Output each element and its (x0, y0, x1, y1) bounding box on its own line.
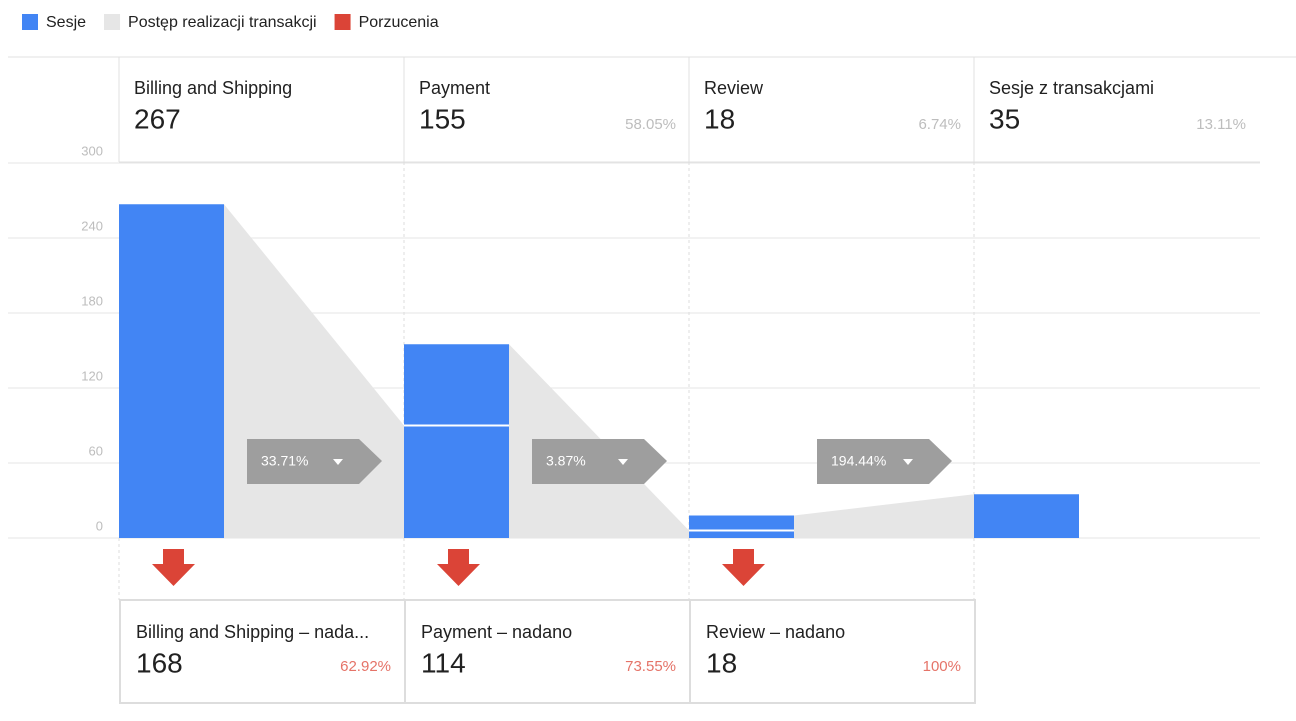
exit-arrow (437, 549, 480, 586)
exit-value: 114 (421, 647, 466, 678)
legend-label: Sesje (46, 14, 86, 31)
bar (974, 494, 1079, 538)
dropdown-caret (333, 459, 343, 465)
step-name: Review (704, 78, 764, 98)
exit-value: 18 (706, 647, 737, 678)
y-tick-label: 60 (89, 443, 103, 458)
exit-arrow (152, 549, 195, 586)
legend-swatch (22, 14, 38, 30)
exit-arrow (722, 549, 765, 586)
bar (689, 515, 794, 538)
step-value: 18 (704, 103, 735, 134)
step-name: Sesje z transakcjami (989, 78, 1154, 98)
legend-label: Porzucenia (359, 14, 439, 31)
step-share: 58.05% (625, 116, 676, 133)
bar (404, 344, 509, 538)
exit-name: Review – nadano (706, 622, 845, 642)
progress-label: 3.87% (546, 453, 586, 469)
y-tick-label: 300 (81, 143, 103, 158)
step-value: 267 (134, 103, 181, 134)
legend-label: Postęp realizacji transakcji (128, 14, 317, 31)
exit-name: Payment – nadano (421, 622, 572, 642)
y-tick-label: 0 (96, 518, 103, 533)
progress-arrow (247, 439, 382, 484)
step-share: 6.74% (918, 116, 961, 133)
legend-swatch (104, 14, 121, 30)
bar (119, 204, 224, 538)
progress-arrow (532, 439, 667, 484)
progress-label: 194.44% (831, 453, 886, 469)
step-value: 35 (989, 103, 1020, 134)
legend-swatch (334, 14, 351, 30)
exit-value: 168 (136, 647, 183, 678)
dropdown-caret (618, 459, 628, 465)
exit-share: 73.55% (625, 658, 676, 675)
exit-share: 100% (923, 658, 961, 675)
y-tick-label: 180 (81, 293, 103, 308)
exit-share: 62.92% (340, 658, 391, 675)
step-value: 155 (419, 103, 466, 134)
progress-area (224, 204, 404, 538)
step-name: Billing and Shipping (134, 78, 292, 98)
exit-name: Billing and Shipping – nada... (136, 622, 369, 642)
step-share: 13.11% (1196, 116, 1246, 133)
exit-box (689, 599, 976, 704)
progress-arrow (817, 439, 952, 484)
dropdown-caret (903, 459, 913, 465)
progress-area (794, 494, 974, 538)
progress-label: 33.71% (261, 453, 308, 469)
y-tick-label: 120 (81, 368, 103, 383)
y-tick-label: 240 (81, 218, 103, 233)
step-name: Payment (419, 78, 490, 98)
